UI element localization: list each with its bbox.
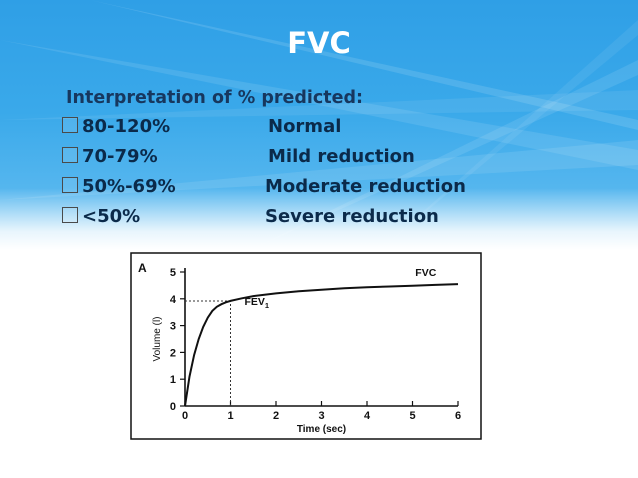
banner-fade <box>0 188 638 250</box>
row-label: Moderate reduction <box>265 176 466 197</box>
x-tick-label: 5 <box>409 410 415 422</box>
chart-reference-lines <box>185 300 231 406</box>
row-label: Severe reduction <box>265 206 439 227</box>
y-tick-label: 3 <box>170 321 176 333</box>
row-range: 50%-69% <box>82 176 176 197</box>
row-range: 80-120% <box>82 116 171 137</box>
interpretation-row-normal: 80-120% Normal <box>62 116 341 137</box>
row-label: Mild reduction <box>268 146 415 167</box>
slide-subtitle: Interpretation of % predicted: <box>66 88 364 108</box>
x-tick-label: 3 <box>318 410 324 422</box>
row-range: 70-79% <box>82 146 158 167</box>
x-axis-label: Time (sec) <box>297 424 346 435</box>
chart-annotations: FEV1 FVC <box>245 267 437 310</box>
fev1-annotation: FEV1 <box>245 296 270 310</box>
y-tick-label: 0 <box>170 401 176 413</box>
x-tick-label: 1 <box>227 410 233 422</box>
panel-label: A <box>138 261 147 275</box>
slide-title: FVC <box>287 26 351 60</box>
bullet-box-icon <box>62 147 78 163</box>
y-tick-label: 5 <box>170 267 176 279</box>
y-axis-label: Volume (l) <box>152 316 163 361</box>
x-tick-label: 2 <box>273 410 279 422</box>
y-tick-label: 2 <box>170 347 176 359</box>
y-tick-label: 4 <box>170 294 177 306</box>
interpretation-row-mild: 70-79% Mild reduction <box>62 146 415 167</box>
series-line-fvc <box>184 283 459 407</box>
fev1-subscript: 1 <box>265 301 269 310</box>
interpretation-row-moderate: 50%-69% Moderate reduction <box>62 176 466 197</box>
x-tick-label: 0 <box>182 410 188 422</box>
row-label: Normal <box>268 116 342 137</box>
fvc-volume-time-chart: A 0 1 2 3 4 5 6 0 1 2 3 4 5 FEV1 FVC Volume (l) Time … <box>130 252 482 440</box>
row-range: <50% <box>82 206 141 227</box>
y-tick-label: 1 <box>170 374 176 386</box>
banner-rays <box>0 0 638 250</box>
title-banner <box>0 0 638 250</box>
bullet-box-icon <box>62 117 78 133</box>
chart-ticks: 0 1 2 3 4 5 6 0 1 2 3 4 5 <box>170 267 461 422</box>
chart-frame <box>130 252 482 440</box>
bullet-box-icon <box>62 207 78 223</box>
fvc-annotation: FVC <box>415 267 436 279</box>
x-tick-label: 6 <box>455 410 461 422</box>
bullet-box-icon <box>62 177 78 193</box>
interpretation-row-severe: <50% Severe reduction <box>62 206 439 227</box>
x-tick-label: 4 <box>364 410 371 422</box>
